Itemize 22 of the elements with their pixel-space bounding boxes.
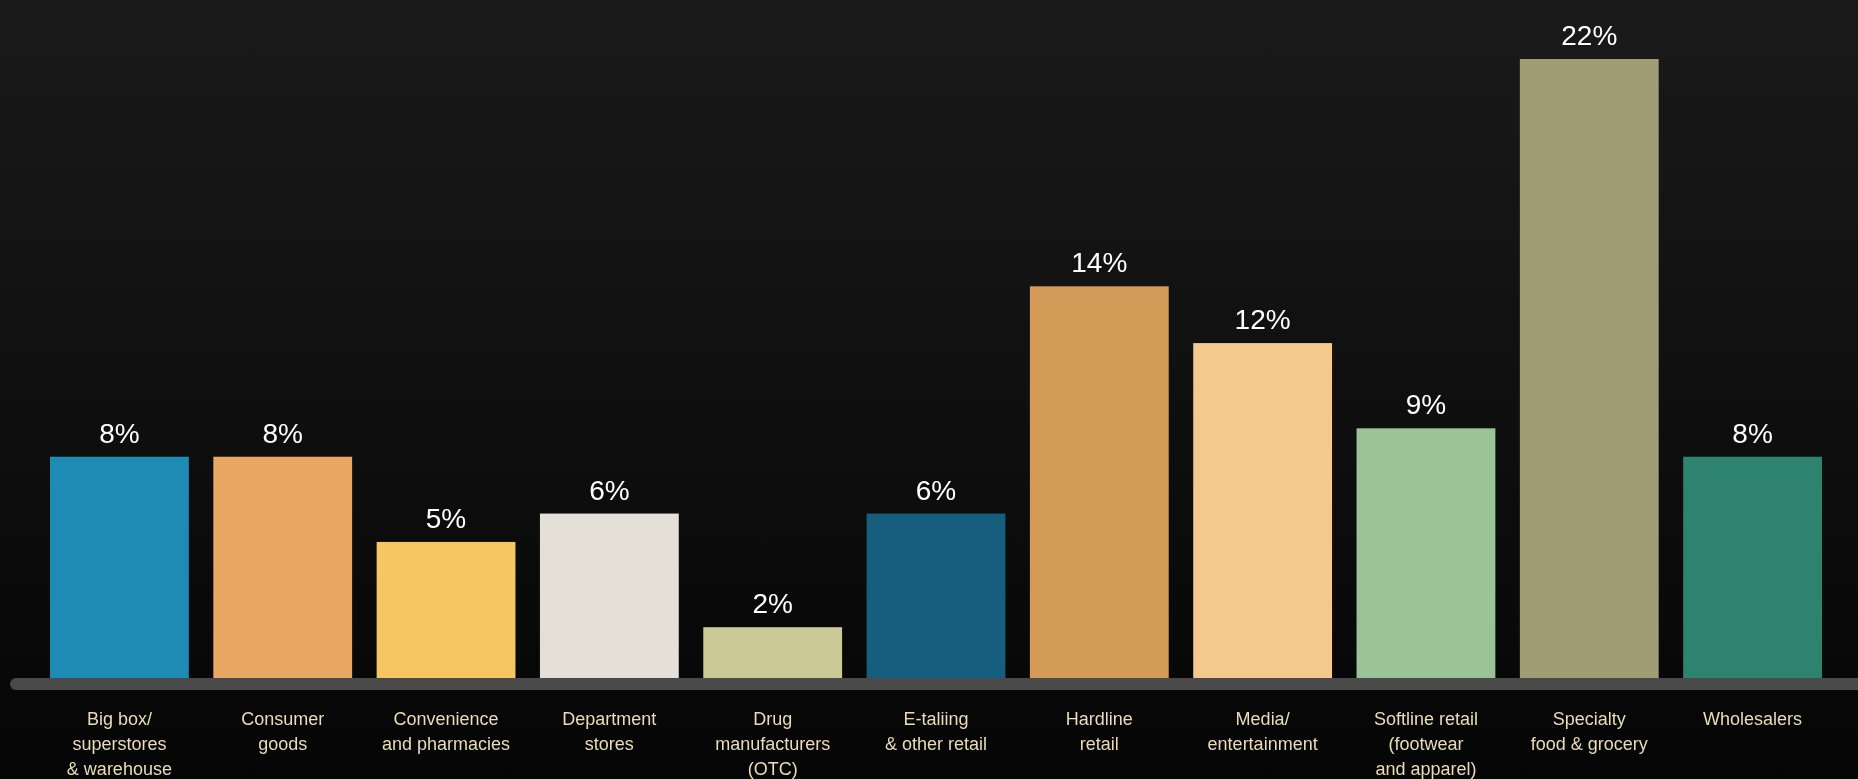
x-tick-label: Softline retail (footwear and apparel) [1373,709,1478,779]
x-tick-label: Media/ entertainment [1207,709,1318,754]
data-label: 9% [1405,389,1447,421]
x-tick-label: E-taliing & other retail [884,709,988,754]
x-tick-label: Consumer goods [241,709,325,754]
data-label: 8% [1732,417,1773,449]
data-label: 8% [99,417,140,449]
x-tick-label: Department stores [562,709,657,754]
data-label: 6% [915,474,957,506]
x-tick-label: Drug manufacturers (OTC) [715,709,831,779]
x-tick-label: Big box/ superstores & warehouse [66,709,172,779]
data-label: 22% [1561,20,1618,51]
data-label: 8% [262,417,303,449]
x-tick-label: Convenience and pharmacies [382,709,511,754]
data-label: 14% [1071,247,1128,279]
data-label: 2% [752,588,793,620]
data-label: 5% [425,502,467,534]
data-label: 6% [589,474,630,506]
x-tick-label: Specialty food & grocery [1530,709,1648,754]
data-label: 12% [1234,304,1291,336]
x-tick-label: Wholesalers [1703,709,1803,729]
x-tick-label: Hardline retail [1065,709,1133,754]
